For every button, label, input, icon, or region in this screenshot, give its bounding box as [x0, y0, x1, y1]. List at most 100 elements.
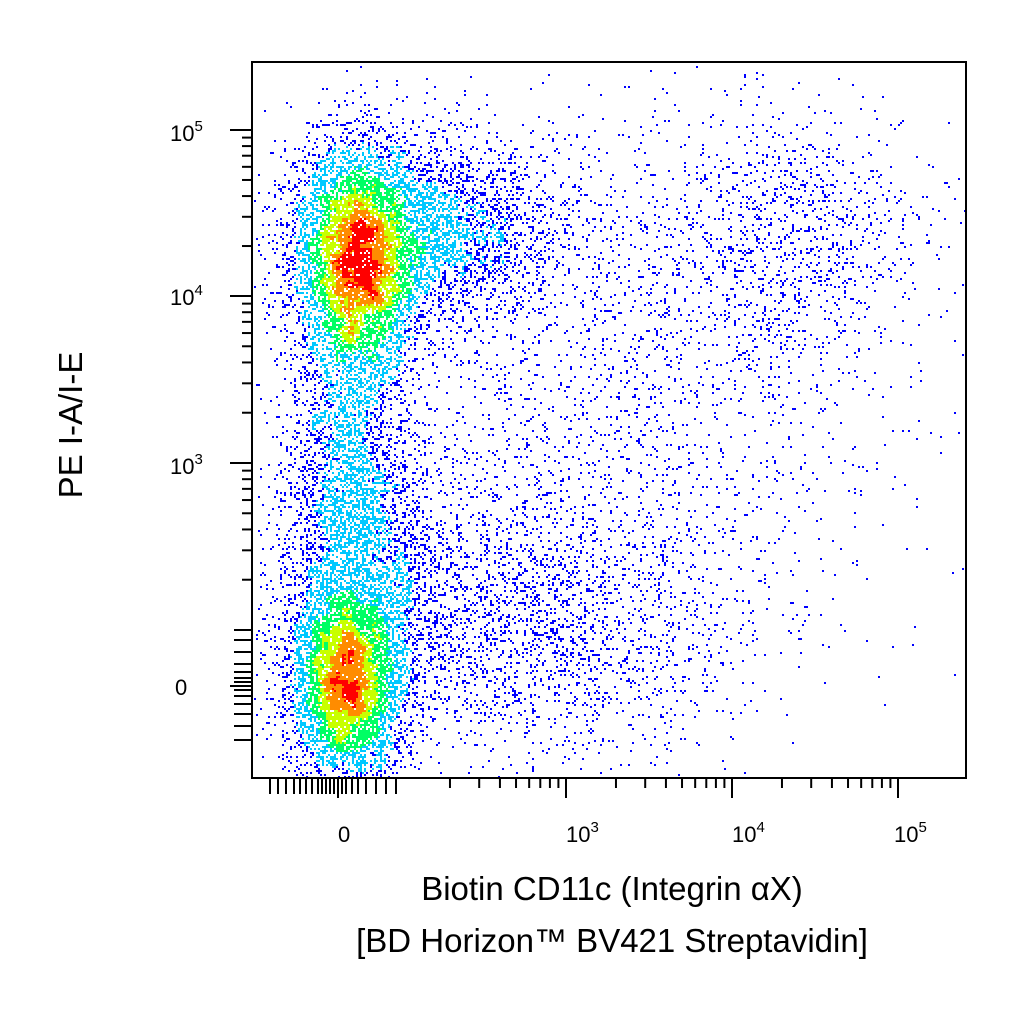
density-dot [346, 300, 348, 302]
density-dot [406, 318, 408, 320]
density-dot [368, 152, 370, 154]
density-dot [600, 252, 602, 254]
density-dot [344, 252, 346, 254]
density-dot [466, 230, 468, 232]
density-dot [378, 314, 380, 316]
density-dot [402, 266, 404, 268]
density-dot [276, 358, 278, 360]
density-dot [348, 194, 350, 196]
density-dot [382, 214, 384, 216]
density-dot [346, 274, 348, 276]
density-dot [482, 248, 484, 250]
density-dot [340, 228, 342, 230]
density-dot [500, 232, 502, 234]
density-dot [338, 172, 340, 174]
density-dot [416, 290, 418, 292]
density-dot [360, 372, 362, 374]
density-dot [394, 294, 396, 296]
density-dot [306, 292, 308, 294]
density-dot [354, 340, 356, 342]
density-dot [326, 198, 328, 200]
density-dot [290, 260, 292, 262]
density-dot [334, 354, 336, 356]
density-dot [318, 232, 320, 234]
density-dot [272, 292, 274, 294]
density-dot [412, 190, 414, 192]
density-dot [352, 346, 354, 348]
density-dot [356, 170, 358, 172]
density-dot [340, 288, 342, 290]
density-dot [340, 222, 342, 224]
density-dot [416, 196, 418, 198]
density-dot [402, 322, 404, 324]
density-dot [372, 280, 374, 282]
density-dot [308, 288, 310, 290]
density-dot [334, 392, 336, 394]
density-dot [404, 282, 406, 284]
density-dot [382, 272, 384, 274]
density-dot [364, 166, 366, 168]
density-dot [412, 168, 414, 170]
density-dot [370, 226, 372, 228]
density-dot [356, 228, 358, 230]
density-dot [330, 356, 332, 358]
density-dot [346, 346, 348, 348]
density-dot [424, 292, 426, 294]
density-dot [390, 182, 392, 184]
density-dot [366, 292, 368, 294]
density-dot [330, 342, 332, 344]
density-dot [488, 248, 490, 250]
density-dot [446, 254, 448, 256]
density-dot [318, 242, 320, 244]
density-dot [324, 166, 326, 168]
density-dot [476, 190, 478, 192]
density-dot [376, 194, 378, 196]
density-dot [416, 222, 418, 224]
density-dot [406, 154, 408, 156]
density-dot [406, 246, 408, 248]
density-dot [336, 254, 338, 256]
density-dot [370, 188, 372, 190]
density-dot [308, 152, 310, 154]
density-dot [322, 236, 324, 238]
density-dot [312, 360, 314, 362]
density-dot [324, 240, 326, 242]
density-dot [410, 320, 412, 322]
density-dot [410, 204, 412, 206]
density-dot [362, 162, 364, 164]
density-dot [464, 266, 466, 268]
density-dot [370, 192, 372, 194]
density-dot [282, 300, 284, 302]
density-dot [338, 226, 340, 228]
density-dot [320, 222, 322, 224]
density-dot [510, 174, 512, 176]
density-dot [326, 192, 328, 194]
density-dot [496, 174, 498, 176]
density-dot [368, 318, 370, 320]
density-dot [374, 184, 376, 186]
density-dot [312, 214, 314, 216]
density-dot [378, 308, 380, 310]
density-dot [348, 264, 350, 266]
density-dot [318, 258, 320, 260]
density-dot [352, 236, 354, 238]
density-dot [384, 148, 386, 150]
density-dot [406, 188, 408, 190]
density-dot [352, 224, 354, 226]
density-dot [378, 130, 380, 132]
density-dot [600, 218, 602, 220]
density-dot [362, 258, 364, 260]
density-dot [346, 276, 348, 278]
density-dot [492, 174, 494, 176]
density-dot [426, 196, 428, 198]
density-dot [452, 206, 454, 208]
density-dot [328, 300, 330, 302]
density-dot [446, 240, 448, 242]
density-dot [544, 250, 546, 252]
density-dot [400, 286, 402, 288]
density-dot [372, 332, 374, 334]
density-dot [428, 152, 430, 154]
density-dot [542, 138, 544, 140]
density-dot [356, 324, 358, 326]
density-dot [282, 266, 284, 268]
